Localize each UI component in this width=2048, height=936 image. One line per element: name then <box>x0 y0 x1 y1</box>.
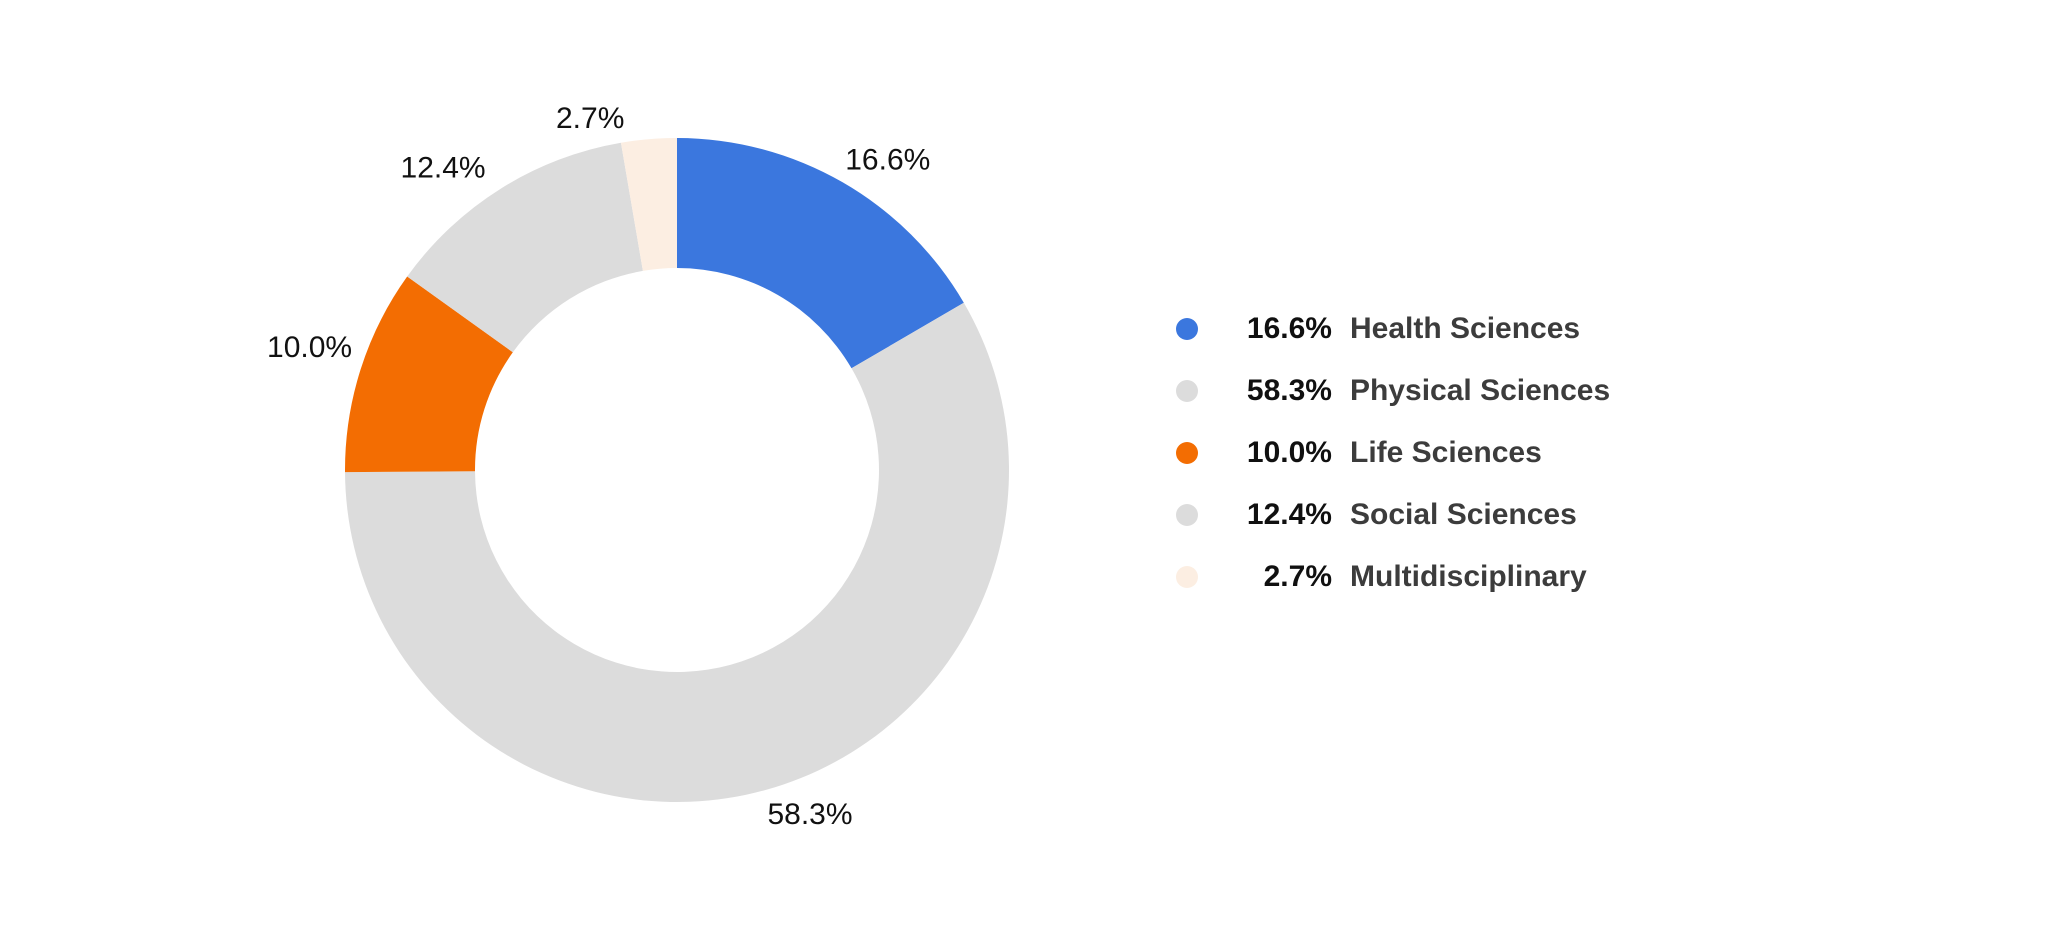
slice-value-label: 10.0% <box>267 331 352 364</box>
legend-percent: 58.3% <box>1246 374 1332 407</box>
legend-color-dot <box>1176 442 1198 464</box>
legend-label: Life Sciences <box>1350 436 1542 469</box>
slice-value-label: 16.6% <box>845 143 930 176</box>
legend-percent: 2.7% <box>1263 560 1332 593</box>
donut-slice-health-sciences[interactable] <box>677 138 964 369</box>
donut-slice-multidisciplinary[interactable] <box>620 138 677 271</box>
legend-row-physical-sciences[interactable]: 58.3% Physical Sciences <box>1176 360 1610 422</box>
legend-color-dot <box>1176 566 1198 588</box>
donut-slice-social-sciences[interactable] <box>407 142 643 353</box>
legend-row-life-sciences[interactable]: 10.0% Life Sciences <box>1176 422 1610 484</box>
slice-value-label: 12.4% <box>401 152 486 185</box>
legend-label: Physical Sciences <box>1350 374 1611 407</box>
slice-value-label: 2.7% <box>556 102 624 135</box>
legend-color-dot <box>1176 318 1198 340</box>
slice-value-label: 58.3% <box>767 798 852 831</box>
donut-slice-life-sciences[interactable] <box>345 276 513 473</box>
legend-color-dot <box>1176 380 1198 402</box>
legend-percent: 16.6% <box>1246 312 1332 345</box>
donut-slice-physical-sciences[interactable] <box>345 302 1010 803</box>
legend-row-social-sciences[interactable]: 12.4% Social Sciences <box>1176 484 1610 546</box>
legend-percent: 10.0% <box>1246 436 1332 469</box>
chart-legend: 16.6% Health Sciences 58.3% Physical Scienc… <box>1176 298 1610 608</box>
legend-label: Health Sciences <box>1350 312 1581 345</box>
legend-label: Social Sciences <box>1350 498 1577 531</box>
legend-row-health-sciences[interactable]: 16.6% Health Sciences <box>1176 298 1610 360</box>
legend-row-multidisciplinary[interactable]: 2.7% Multidisciplinary <box>1176 546 1610 608</box>
legend-label: Multidisciplinary <box>1350 560 1587 593</box>
legend-percent: 12.4% <box>1246 498 1332 531</box>
legend-color-dot <box>1176 504 1198 526</box>
